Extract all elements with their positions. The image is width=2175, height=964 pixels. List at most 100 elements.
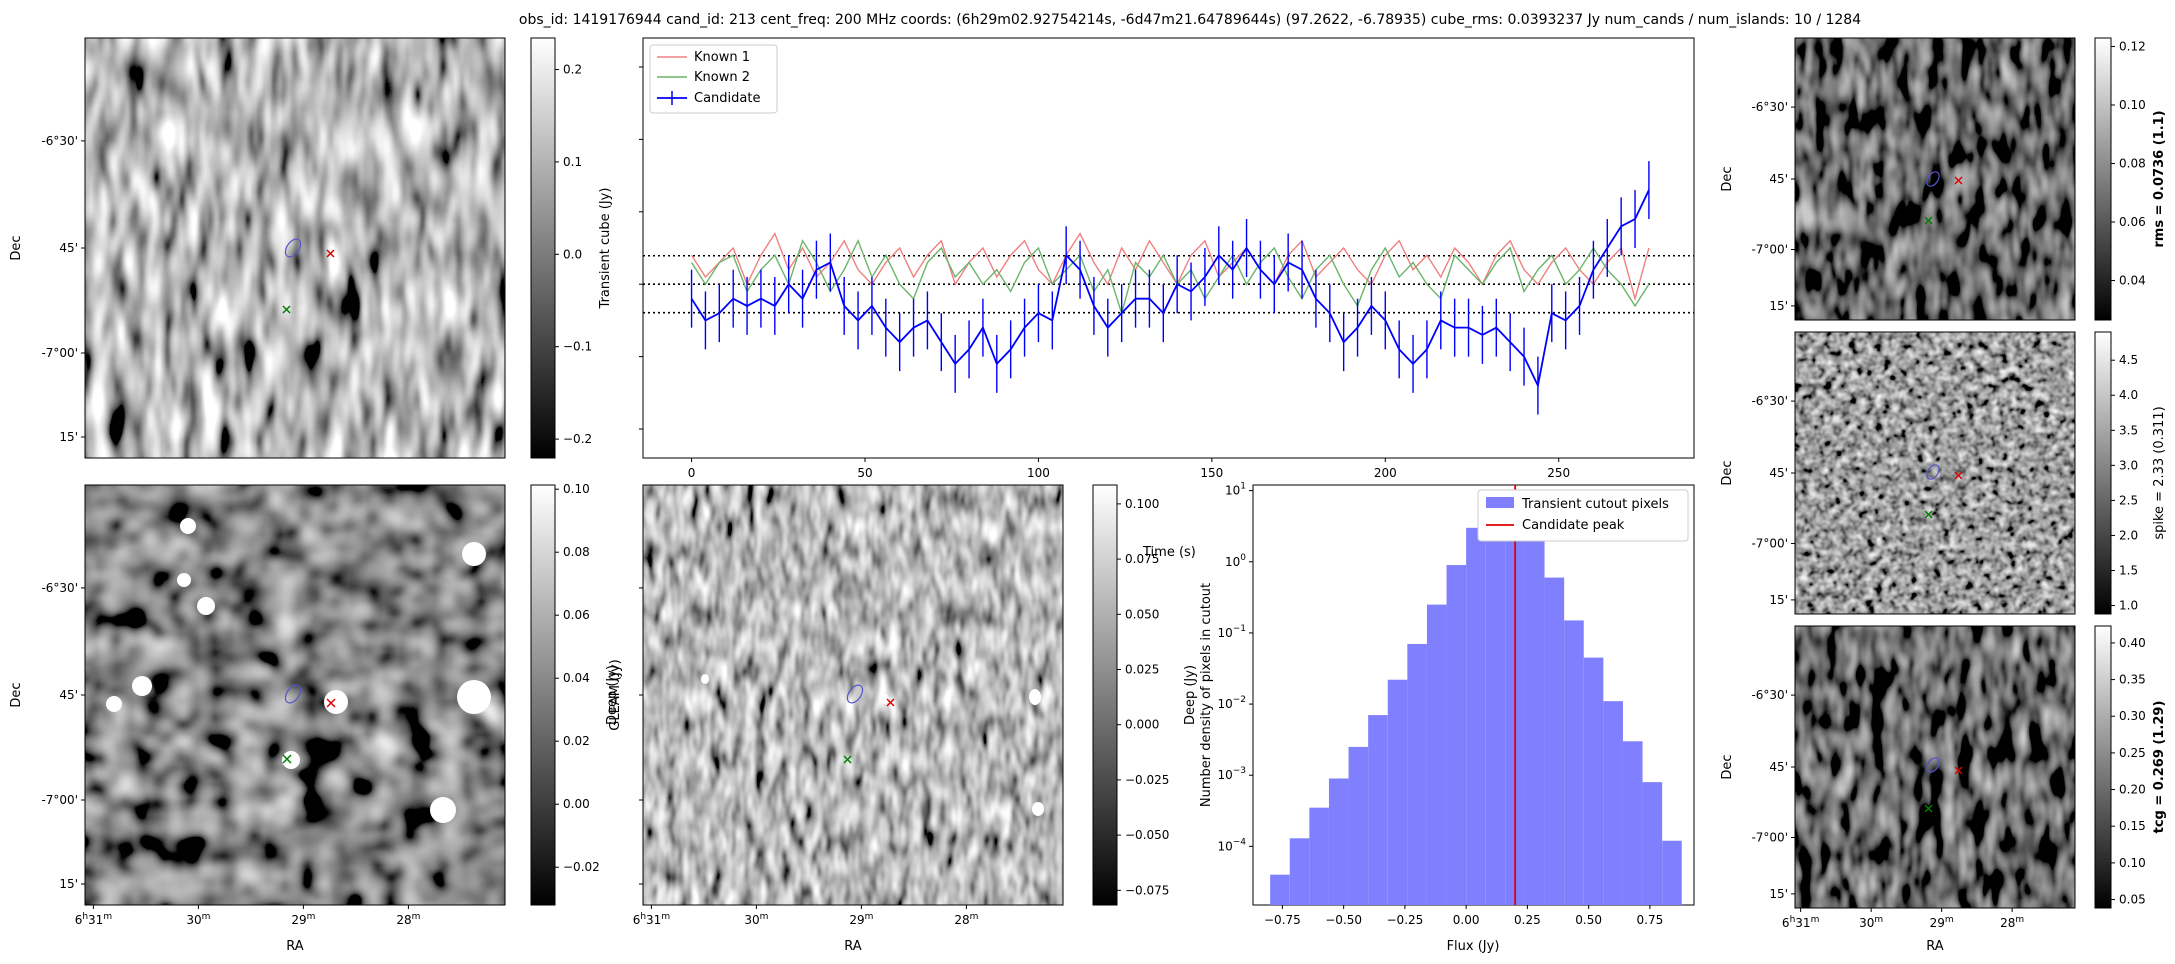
- colorbar-tick-label: 0.075: [1125, 552, 1159, 566]
- legend-box: [649, 44, 778, 114]
- red-x-icon: [1954, 176, 1963, 185]
- ra-tick-label: 28m: [954, 912, 978, 927]
- panel-histogram: −0.75 −0.50 −0.25 0.00 0.25 0.50 0.75 101 100 10−…: [1142, 482, 1695, 954]
- colorbar-tick-label: 0.30: [2119, 709, 2146, 723]
- colorbar-tick-label: 0.20: [2119, 783, 2146, 797]
- blue-ellipse-icon: [284, 238, 302, 258]
- deep-sources: [106, 518, 491, 823]
- transient-image-pixels: [85, 38, 505, 458]
- histogram-bar: [1544, 577, 1565, 905]
- colorbar-tick-label: 0.06: [2119, 215, 2146, 229]
- ra-axis: 6h31m 30m 29m 28m: [75, 905, 420, 927]
- histogram-bar: [1446, 565, 1467, 905]
- dec-axis: -6°30' 45' -7°00' 15': [1751, 100, 1795, 313]
- blue-ellipse-icon: [1926, 757, 1940, 773]
- dec-axis-label: Dec: [1720, 460, 1735, 485]
- ra-tick-label: 6h31m: [1782, 915, 1819, 930]
- histogram-bar: [1622, 741, 1643, 905]
- blue-ellipse-icon: [1926, 171, 1940, 187]
- histogram-bar: [1524, 540, 1545, 905]
- green-x-icon: [1924, 510, 1933, 519]
- colorbar-tick-label: 0.40: [2119, 636, 2146, 650]
- dec-tick-label: 45': [1769, 466, 1788, 480]
- histogram-bar: [1289, 838, 1310, 905]
- dec-tick-label: -6°30': [41, 581, 78, 595]
- ra-tick-label: 29m: [291, 912, 315, 927]
- histogram-bar: [1564, 620, 1584, 905]
- colorbar-tick-label: 4.5: [2119, 353, 2138, 367]
- histogram-bar: [1270, 874, 1290, 905]
- ra-tick-label: 30m: [1859, 915, 1883, 930]
- tcg-colorbar-ticks: 0.40 0.35 0.30 0.25 0.20 0.15 0.10 0.05: [2111, 636, 2146, 907]
- histogram-bar: [1407, 643, 1427, 905]
- dec-tick-label: 15': [1769, 593, 1788, 607]
- lightcurve-axes: [642, 37, 1695, 459]
- histogram-xtick-label: −0.50: [1325, 913, 1362, 927]
- colorbar-tick-label: 0.08: [563, 545, 590, 559]
- dec-tick-label: 15': [1769, 887, 1788, 901]
- dec-tick-label: -7°00': [41, 793, 78, 807]
- colorbar-tick-label: 1.5: [2119, 563, 2138, 577]
- histogram-ytick-label: 10−2: [1217, 695, 1246, 711]
- histogram-content: −0.75 −0.50 −0.25 0.00 0.25 0.50 0.75 101 100 10−…: [1217, 482, 1682, 927]
- histogram-bar: [1328, 778, 1349, 905]
- green-x-icon: [1924, 804, 1933, 813]
- dec-tick-label: -6°30': [1751, 394, 1788, 408]
- colorbar-tick-label: −0.2: [563, 432, 592, 446]
- legend-peak-label: Candidate peak: [1522, 518, 1625, 533]
- colorbar-tick-label: 0.050: [1125, 607, 1159, 621]
- lightcurve-xlabel: Time (s): [1142, 545, 1196, 560]
- ra-tick-label: 6h31m: [75, 912, 112, 927]
- colorbar-tick-label: 0.04: [2119, 274, 2146, 288]
- colorbar-tick-label: 0.35: [2119, 673, 2146, 687]
- green-x-icon: [282, 754, 292, 764]
- green-x-icon: [843, 755, 852, 764]
- dec-axis: -6°30' 45' -7°00' 15': [1751, 688, 1795, 901]
- colorbar-tick-label: −0.050: [1125, 828, 1169, 842]
- legend-known2-label: Known 2: [694, 70, 750, 85]
- dec-axis-label: Dec: [9, 235, 24, 260]
- colorbar-tick-label: 0.08: [2119, 156, 2146, 170]
- dec-tick-label: -6°30': [1751, 100, 1788, 114]
- legend-candidate-label: Candidate: [694, 91, 760, 106]
- dec-tick-label: 15': [59, 877, 78, 891]
- colorbar-tick-label: 0.000: [1125, 718, 1159, 732]
- histogram-ytick-label: 101: [1225, 482, 1246, 498]
- histogram-ytick-label: 10−4: [1217, 837, 1246, 853]
- series-line-known-2: [690, 238, 1650, 316]
- rms-image-pixels: [1795, 38, 2075, 320]
- ra-axis: 6h31m 30m 29m 28m: [633, 905, 978, 927]
- ra-tick-label: 29m: [1930, 915, 1954, 930]
- colorbar-tick-label: 0.06: [563, 608, 590, 622]
- colorbar-tick-label: 0.02: [563, 734, 590, 748]
- colorbar-tick-label: 0.025: [1125, 663, 1159, 677]
- colorbar-tick-label: −0.02: [563, 860, 600, 874]
- histogram-bar: [1603, 701, 1623, 905]
- colorbar-tick-label: 0.0: [563, 247, 582, 261]
- dec-axis-label: Dec: [1720, 166, 1735, 191]
- tcg-colorbar-label: tcg = 0.269 (1.29): [2152, 701, 2167, 834]
- colorbar-tick-label: 0.10: [563, 482, 590, 496]
- dec-tick-label: -7°00': [41, 346, 78, 360]
- gleam-image-pixels: [643, 485, 1063, 905]
- red-x-icon: [886, 698, 895, 707]
- dec-axis: -6°30' 45' -7°00' 15': [1751, 394, 1795, 607]
- colorbar-tick-label: 0.25: [2119, 746, 2146, 760]
- gleam-colorbar-label-left: GLEAM (Jy): [608, 659, 623, 730]
- dec-axis-ticks: [639, 587, 643, 885]
- ra-tick-label: 28m: [2000, 915, 2024, 930]
- dec-tick-label: 15': [59, 430, 78, 444]
- lightcurve-xtick-label: 250: [1547, 466, 1570, 480]
- deep-colorbar-ticks: 0.10 0.08 0.06 0.04 0.02 0.00 −0.02: [555, 482, 600, 874]
- colorbar-tick-label: 0.100: [1125, 497, 1159, 511]
- dec-tick-label: 15': [1769, 299, 1788, 313]
- histogram-bar: [1485, 503, 1506, 905]
- spike-colorbar-ticks: 4.5 4.0 3.5 3.0 2.5 2.0 1.5 1.0: [2111, 353, 2138, 613]
- colorbar-tick-label: 0.15: [2119, 819, 2146, 833]
- figure-title: obs_id: 1419176944 cand_id: 213 cent_fre…: [519, 12, 1861, 28]
- colorbar-tick-label: 0.12: [2119, 39, 2146, 53]
- dec-tick-label: 45': [59, 241, 78, 255]
- transient-colorbar-ticks: 0.2 0.1 0.0 −0.1 −0.2: [555, 63, 592, 446]
- series-line-candidate: [690, 189, 1650, 389]
- ra-tick-label: 29m: [849, 912, 873, 927]
